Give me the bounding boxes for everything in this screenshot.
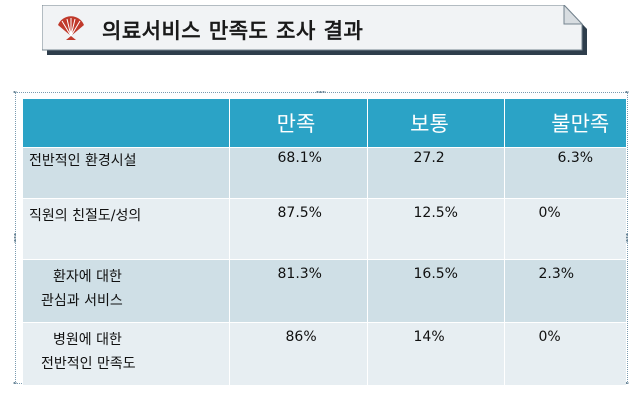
dissatisfied-cell: 0% xyxy=(503,322,626,385)
row-label: 환자에 대한 관심과 서비스 xyxy=(23,259,229,323)
resize-handle-top-right[interactable] xyxy=(625,90,629,94)
table-row: 환자에 대한 관심과 서비스 81.3% 16.5% 2.3% xyxy=(23,259,626,323)
satisfied-value: 87.5% xyxy=(277,205,322,221)
header-dissatisfied-label: 불만족 xyxy=(551,112,610,136)
header-neutral: 보통 xyxy=(366,99,504,148)
folding-fan-icon xyxy=(58,16,84,40)
resize-handle-left[interactable] xyxy=(13,233,17,243)
neutral-value: 16.5% xyxy=(413,266,458,282)
row-label-text: 직원의 친절도/성의 xyxy=(29,208,142,224)
table-row: 직원의 친절도/성의 87.5% 12.5% 0% xyxy=(23,198,626,260)
neutral-cell: 12.5% xyxy=(366,198,504,260)
resize-handle-bottom-left[interactable] xyxy=(13,381,17,385)
satisfied-value: 86% xyxy=(285,329,317,345)
neutral-value: 14% xyxy=(413,329,445,345)
satisfied-cell: 86% xyxy=(228,322,367,385)
dissatisfied-value: 0% xyxy=(538,329,561,345)
table-row: 전반적인 환경시설 68.1% 27.2 6.3% xyxy=(23,147,626,199)
header-neutral-label: 보통 xyxy=(410,112,449,136)
satisfied-value: 68.1% xyxy=(277,150,322,166)
row-label-line2: 관심과 서비스 xyxy=(41,293,123,309)
header-row: 만족 보통 불만족 xyxy=(23,99,626,148)
row-label-line1: 환자에 대한 xyxy=(53,269,122,285)
dissatisfied-cell: 2.3% xyxy=(503,259,626,323)
neutral-cell: 14% xyxy=(366,322,504,385)
row-label: 병원에 대한 전반적인 만족도 xyxy=(23,322,229,385)
resize-handle-right[interactable] xyxy=(625,233,629,243)
banner-background xyxy=(42,5,587,55)
header-blank xyxy=(23,99,229,148)
satisfied-value: 81.3% xyxy=(277,266,322,282)
neutral-cell: 27.2 xyxy=(366,147,504,199)
row-label: 직원의 친절도/성의 xyxy=(23,198,229,260)
page-title: 의료서비스 만족도 조사 결과 xyxy=(102,19,364,43)
satisfied-cell: 68.1% xyxy=(228,147,367,199)
resize-handle-top-left[interactable] xyxy=(13,90,17,94)
header-dissatisfied: 불만족 xyxy=(503,99,626,148)
title-banner: 의료서비스 만족도 조사 결과 xyxy=(42,5,590,55)
dissatisfied-value: 6.3% xyxy=(557,150,594,166)
header-satisfied: 만족 xyxy=(228,99,367,148)
row-label-line1: 병원에 대한 xyxy=(53,332,122,348)
satisfaction-table: 만족 보통 불만족 전반적인 환경시설 68.1% 27.2 6.3% 직원의 … xyxy=(23,99,626,385)
dissatisfied-cell: 6.3% xyxy=(503,147,626,199)
dissatisfied-cell: 0% xyxy=(503,198,626,260)
row-label-line2: 전반적인 만족도 xyxy=(41,356,136,372)
neutral-cell: 16.5% xyxy=(366,259,504,323)
table-row: 병원에 대한 전반적인 만족도 86% 14% 0% xyxy=(23,322,626,385)
dissatisfied-value: 0% xyxy=(538,205,561,221)
resize-handle-bottom-right[interactable] xyxy=(625,381,629,385)
header-satisfied-label: 만족 xyxy=(276,112,316,136)
neutral-value: 27.2 xyxy=(413,150,445,166)
row-label-text: 전반적인 환경시설 xyxy=(29,153,137,169)
row-label: 전반적인 환경시설 xyxy=(23,147,229,199)
neutral-value: 12.5% xyxy=(413,205,458,221)
satisfied-cell: 87.5% xyxy=(228,198,367,260)
dissatisfied-value: 2.3% xyxy=(538,266,575,282)
satisfied-cell: 81.3% xyxy=(228,259,367,323)
resize-handle-top[interactable] xyxy=(316,90,326,94)
